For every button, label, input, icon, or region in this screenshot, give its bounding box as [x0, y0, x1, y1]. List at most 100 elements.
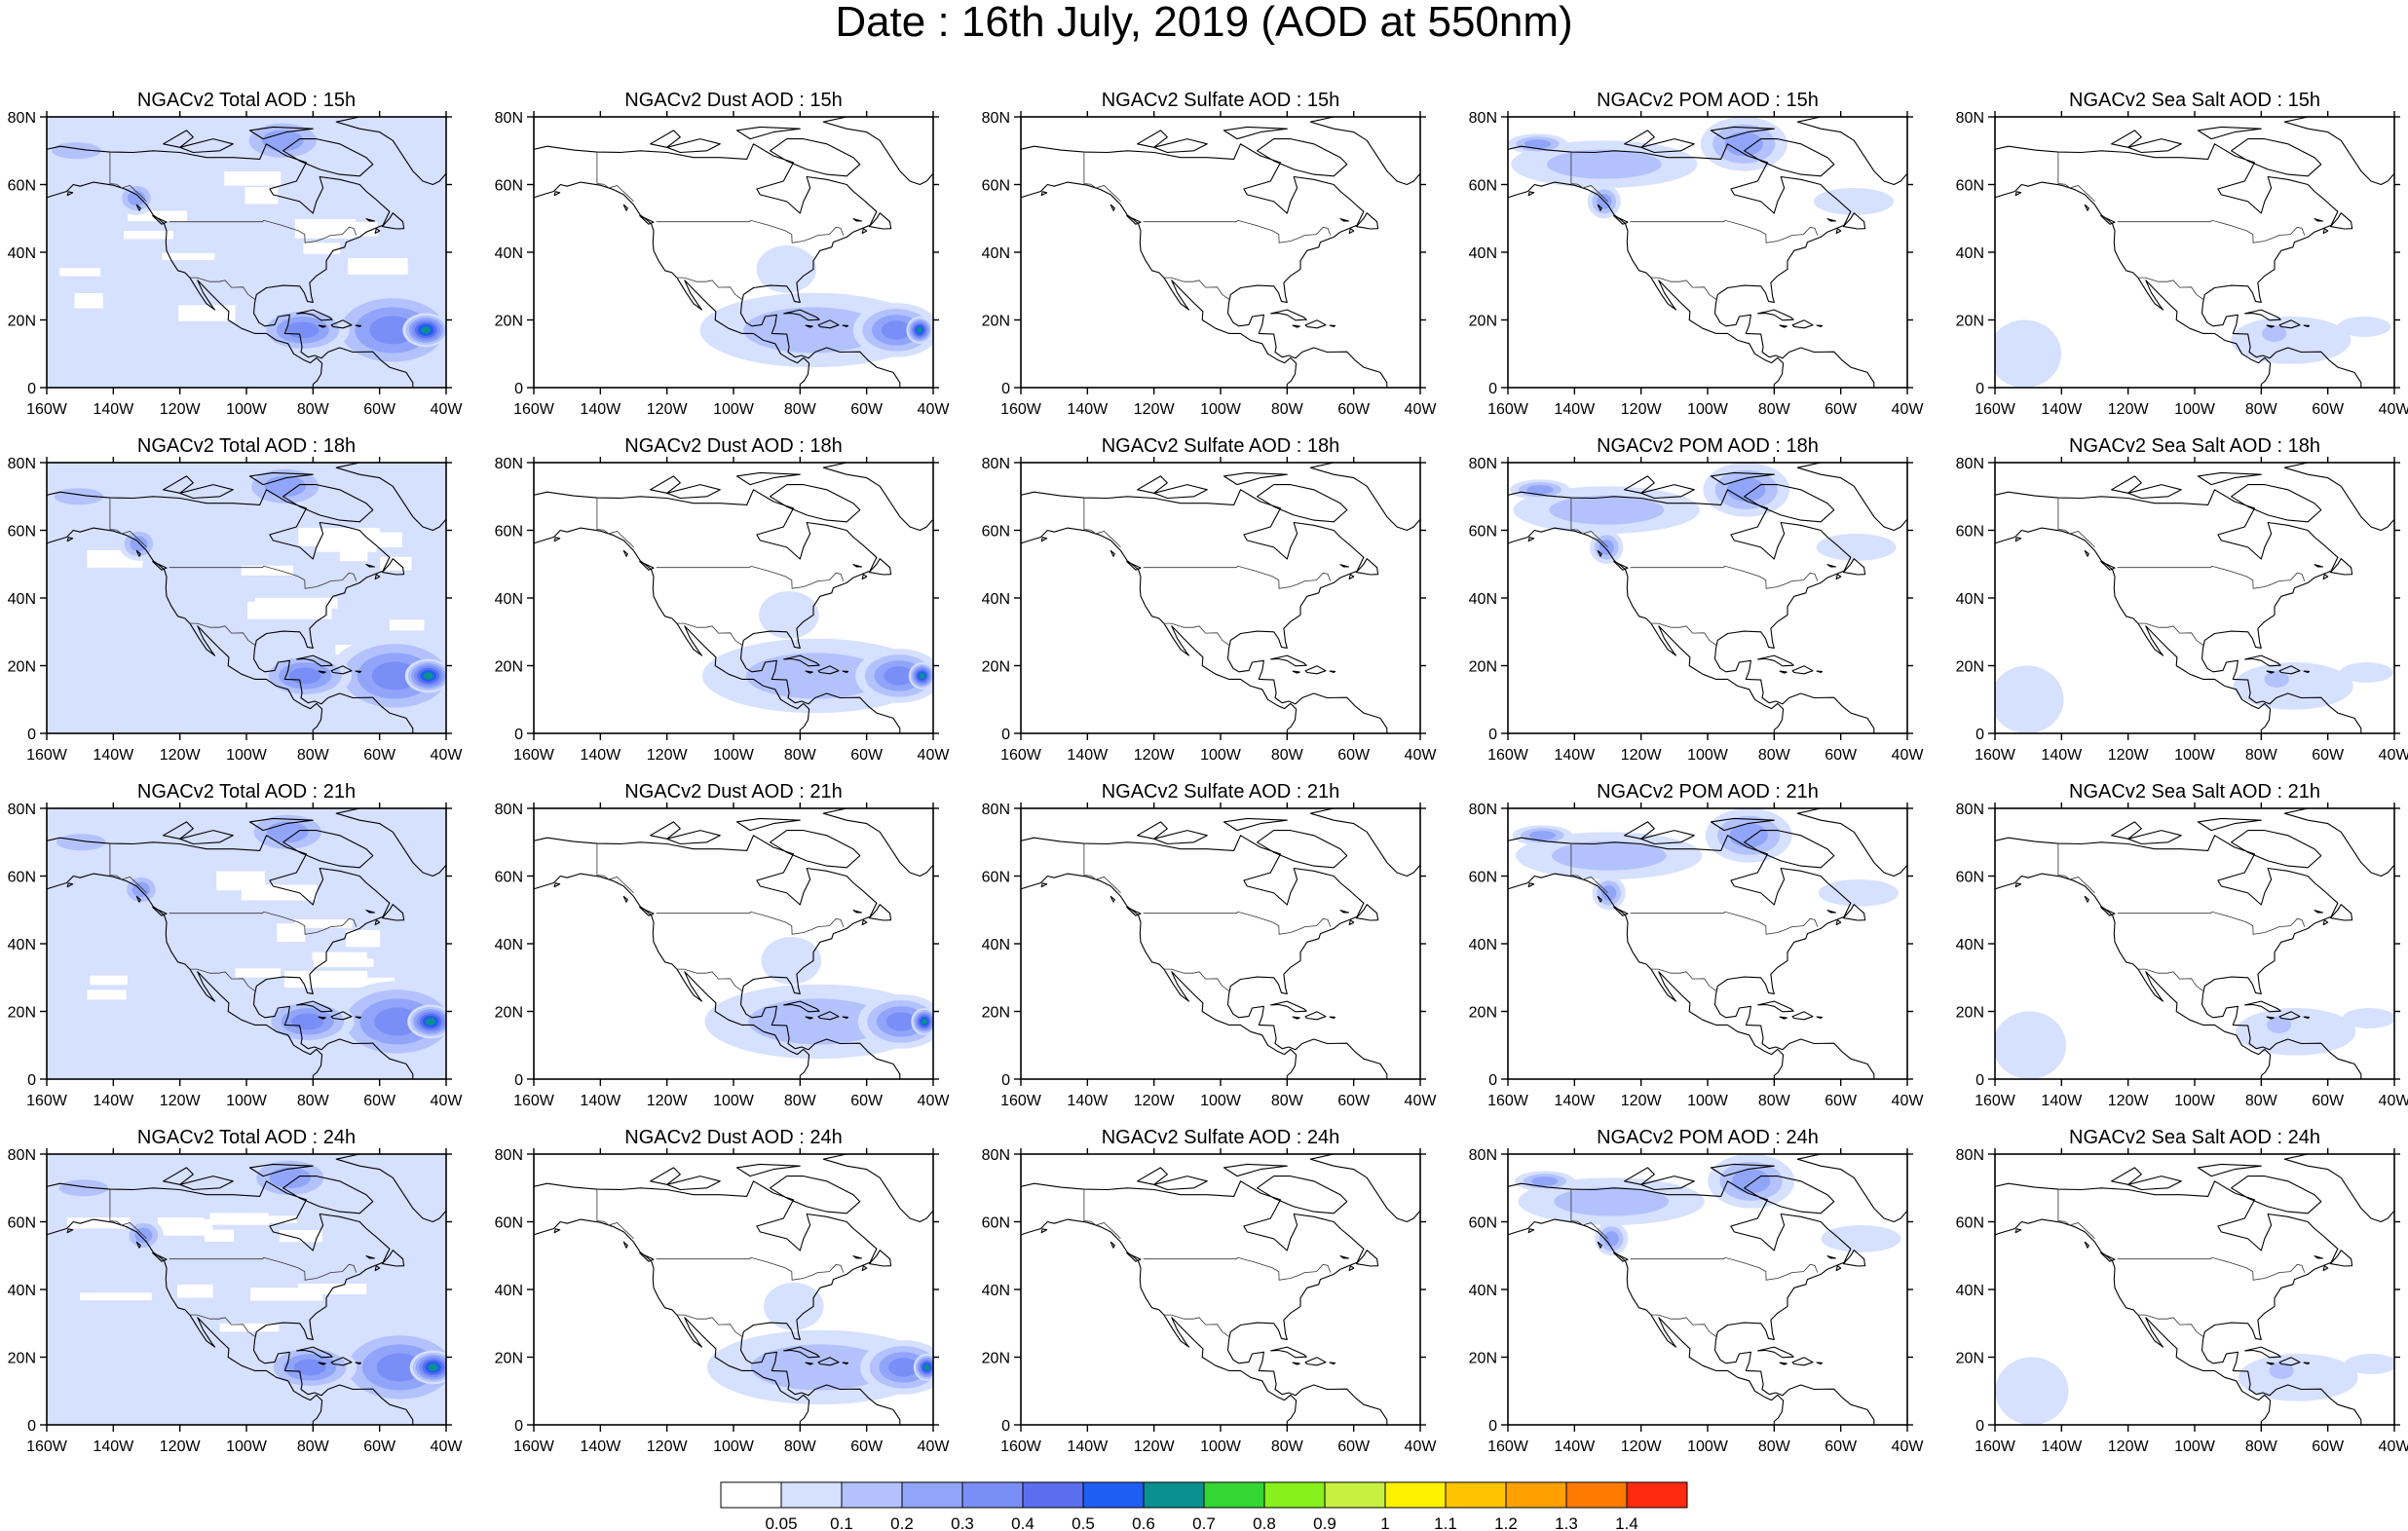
lat-tick-label: 80N — [8, 802, 36, 818]
aod-contour — [1599, 540, 1614, 555]
lon-tick-label: 120W — [1621, 401, 1663, 418]
colorbar-label: 0.6 — [1132, 1514, 1155, 1531]
lon-tick-label: 140W — [1067, 747, 1109, 764]
lat-tick-label: 60N — [8, 524, 36, 541]
lon-tick-label: 100W — [1200, 747, 1242, 764]
lon-tick-label: 60W — [363, 401, 396, 418]
coastlines — [1021, 1154, 1420, 1425]
lat-tick-label: 60N — [8, 1215, 36, 1232]
lat-tick-label: 60N — [1469, 178, 1497, 195]
lon-tick-label: 120W — [2108, 1438, 2150, 1455]
map-panel: NGACv2 POM AOD : 21h 160W 140W 120W 100W 80W 6… — [1469, 781, 1925, 1109]
aod-gap — [339, 543, 368, 562]
lat-tick-label: 20N — [1469, 659, 1497, 676]
lon-tick-label: 140W — [93, 1093, 134, 1109]
lon-tick-label: 40W — [918, 1438, 951, 1455]
panel-title: NGACv2 POM AOD : 21h — [1597, 781, 1819, 803]
lat-tick-label: 20N — [1956, 659, 1984, 676]
lat-tick-label: 20N — [495, 314, 523, 330]
lon-tick-label: 80W — [2245, 1438, 2278, 1455]
aod-contour — [881, 320, 912, 340]
coastlines — [534, 1154, 933, 1425]
lat-tick-label: 40N — [982, 1283, 1010, 1299]
panel-title: NGACv2 Dust AOD : 21h — [624, 781, 842, 803]
lon-tick-label: 140W — [580, 1438, 621, 1455]
lat-tick-label: 20N — [1956, 314, 1984, 330]
lon-tick-label: 80W — [1758, 1438, 1791, 1455]
aod-contour — [262, 130, 304, 152]
lon-tick-label: 160W — [1975, 401, 2016, 418]
lon-tick-label: 60W — [363, 1093, 396, 1109]
aod-gap — [209, 1213, 269, 1225]
lon-tick-label: 100W — [2174, 1438, 2216, 1455]
lon-tick-label: 100W — [713, 401, 755, 418]
aod-contour — [759, 591, 819, 639]
colorbar-label: 0.1 — [830, 1514, 853, 1531]
aod-shading — [1508, 117, 1895, 219]
lat-tick-label: 40N — [8, 245, 36, 262]
lon-tick-label: 140W — [2041, 747, 2083, 764]
lon-tick-label: 160W — [26, 1093, 68, 1109]
panel-title: NGACv2 Sea Salt AOD : 21h — [2069, 781, 2320, 803]
aod-contour — [374, 1007, 421, 1036]
lon-tick-label: 100W — [1687, 1093, 1729, 1109]
aod-gap — [74, 293, 103, 309]
lat-tick-label: 0 — [514, 727, 523, 743]
aod-gap — [178, 305, 236, 321]
lon-tick-label: 100W — [1200, 1093, 1242, 1109]
aod-contour — [748, 998, 888, 1045]
aod-shading — [706, 1283, 933, 1405]
coastlines — [1021, 463, 1420, 733]
aod-contour — [1814, 187, 1895, 215]
aod-contour — [750, 1344, 890, 1391]
lat-tick-label: 0 — [1001, 381, 1010, 397]
lat-tick-label: 0 — [1488, 1072, 1497, 1089]
lat-tick-label: 40N — [1956, 937, 1984, 953]
lon-tick-label: 120W — [647, 401, 689, 418]
lat-tick-label: 40N — [8, 1283, 36, 1299]
colorbar-swatch — [780, 1481, 843, 1509]
colorbar-label: 0.3 — [951, 1514, 974, 1531]
lon-tick-label: 40W — [1405, 401, 1438, 418]
lat-tick-label: 60N — [495, 524, 523, 541]
lon-tick-label: 80W — [297, 1093, 330, 1109]
map-panel: NGACv2 Sea Salt AOD : 21h 160W 140W 120W 100… — [1956, 781, 2408, 1109]
lat-tick-label: 40N — [1956, 1283, 1984, 1299]
coastlines — [534, 463, 933, 733]
lat-tick-label: 80N — [1469, 456, 1497, 472]
aod-shading — [1995, 1354, 2394, 1425]
aod-shading — [1512, 808, 1899, 911]
lat-tick-label: 60N — [1956, 870, 1984, 886]
lon-tick-label: 100W — [1687, 1438, 1729, 1455]
aod-contour — [2264, 670, 2289, 688]
colorbar-label: 0.7 — [1192, 1514, 1216, 1531]
lon-tick-label: 60W — [850, 1438, 884, 1455]
lat-tick-label: 60N — [495, 870, 523, 886]
lat-tick-label: 60N — [982, 1215, 1010, 1232]
map-panel: NGACv2 Sulfate AOD : 18h 160W 140W 120W 100W… — [982, 435, 1438, 764]
lon-tick-label: 60W — [363, 1438, 396, 1455]
lat-tick-label: 20N — [495, 659, 523, 676]
colorbar-swatch — [1324, 1481, 1386, 1509]
lat-tick-label: 0 — [27, 381, 36, 397]
lon-tick-label: 120W — [1134, 747, 1176, 764]
lon-tick-label: 140W — [1554, 747, 1596, 764]
lon-tick-label: 60W — [1825, 1093, 1858, 1109]
lon-tick-label: 60W — [1337, 1093, 1371, 1109]
map-frame — [1020, 807, 1421, 1080]
lat-tick-label: 0 — [1975, 381, 1984, 397]
aod-contour — [1554, 1186, 1670, 1216]
lon-tick-label: 40W — [2379, 401, 2408, 418]
colorbar-label: 0.9 — [1313, 1514, 1336, 1531]
coastlines — [47, 1154, 446, 1425]
coastlines — [1995, 808, 2394, 1079]
lat-tick-label: 0 — [1975, 727, 1984, 743]
lon-tick-label: 100W — [713, 747, 755, 764]
aod-contour — [922, 1018, 927, 1025]
lon-tick-label: 80W — [784, 1093, 817, 1109]
lon-tick-label: 140W — [2041, 401, 2083, 418]
aod-gap — [219, 1323, 280, 1332]
lon-tick-label: 100W — [2174, 747, 2216, 764]
aod-gap — [90, 975, 128, 986]
aod-gap — [298, 533, 361, 544]
